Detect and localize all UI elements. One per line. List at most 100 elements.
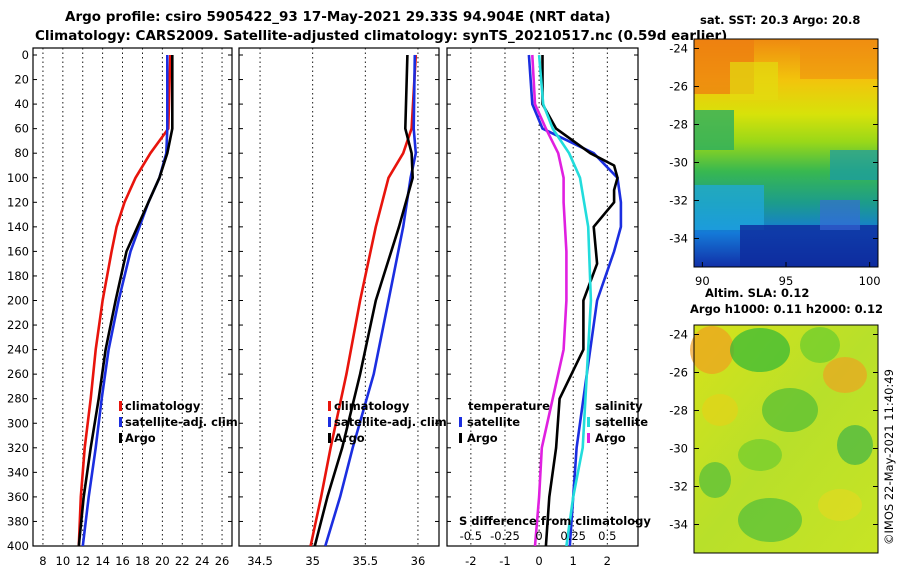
series-line-salinity-argo xyxy=(531,54,568,546)
latitude-tick-label: -34 xyxy=(669,232,688,246)
depth-tick-label: 80 xyxy=(14,146,29,160)
salinity-difference-tick-label: 0 xyxy=(535,529,542,543)
sla-map-patches xyxy=(690,326,873,542)
depth-tick-label: 180 xyxy=(7,269,29,283)
x-tick-label: -1 xyxy=(499,554,510,568)
depth-tick-label: 280 xyxy=(7,392,29,406)
header-title-line1: Argo profile: csiro 5905422_93 17-May-20… xyxy=(65,9,611,25)
depth-tick-label: 200 xyxy=(7,294,29,308)
legend-swatch-sal-satellite xyxy=(587,417,590,427)
temperature-difference-axis-labels: -2 -1 0 1 2 xyxy=(465,554,611,568)
sst-cool-patch xyxy=(820,200,860,230)
sla-mid-patch xyxy=(818,489,862,521)
temperature-legend: climatology satellite-adj. clim. Argo xyxy=(119,399,242,445)
latitude-tick-label: -26 xyxy=(669,366,688,380)
depth-tick-label: 0 xyxy=(22,48,29,62)
latitude-tick-label: -32 xyxy=(669,480,688,494)
x-tick-label: 18 xyxy=(135,554,150,568)
depth-tick-label: 260 xyxy=(7,367,29,381)
sla-map-latitude-labels: -24 -26 -28 -30 -32 -34 xyxy=(669,328,878,532)
depth-tick-label: 320 xyxy=(7,441,29,455)
header-title-line2: Climatology: CARS2009. Satellite-adjuste… xyxy=(35,28,727,44)
sla-low-patch xyxy=(699,462,731,498)
x-tick-label: 14 xyxy=(95,554,110,568)
sla-map-title-line2: Argo h1000: 0.11 h2000: 0.12 xyxy=(690,302,883,316)
sla-map-title-line1: Altim. SLA: 0.12 xyxy=(705,286,809,300)
legend-swatch-sal-argo xyxy=(587,433,590,443)
x-tick-label: 35.5 xyxy=(353,554,379,568)
salinity-difference-axis-labels: -0.5 -0.25 0 0.25 0.5 xyxy=(460,529,617,543)
legend-satellite-label: satellite-adj. clim. xyxy=(334,415,451,429)
legend-swatch-satellite xyxy=(119,417,122,427)
temperature-panel: 0 20 40 60 80 100 120 140 160 180 200 220 240 260 280 3… xyxy=(7,47,242,568)
x-tick-label: -2 xyxy=(465,554,476,568)
x-tick-label: 34.5 xyxy=(247,554,273,568)
depth-tick-label: 120 xyxy=(7,195,29,209)
legend-temperature-title: temperature xyxy=(468,399,550,413)
x-tick-label: 26 xyxy=(215,554,230,568)
latitude-tick-label: -30 xyxy=(669,156,688,170)
sst-cold-patch xyxy=(740,225,878,267)
x-tick-label: 1 xyxy=(570,554,577,568)
sla-high-patch xyxy=(823,357,867,393)
legend-temp-satellite-label: satellite xyxy=(467,415,520,429)
depth-tick-label: 360 xyxy=(7,490,29,504)
longitude-tick-label: 90 xyxy=(695,274,710,288)
latitude-tick-label: -32 xyxy=(669,194,688,208)
legend-salinity-title: salinity xyxy=(595,399,643,413)
sst-map-patches xyxy=(694,39,878,267)
latitude-tick-label: -34 xyxy=(669,518,688,532)
sla-low-patch xyxy=(837,425,873,465)
latitude-tick-label: -28 xyxy=(669,118,688,132)
x-tick-label: 16 xyxy=(115,554,130,568)
depth-tick-label: 60 xyxy=(14,122,29,136)
sla-low-patch xyxy=(800,327,840,363)
x-tick-label: 22 xyxy=(175,554,190,568)
legend-swatch-temp-argo xyxy=(459,433,462,443)
salinity-difference-tick-label: -0.5 xyxy=(460,529,482,543)
sst-warm-patch xyxy=(800,39,878,79)
sla-low-patch xyxy=(738,439,782,471)
legend-swatch-argo xyxy=(328,433,331,443)
legend-swatch-climatology xyxy=(119,401,122,411)
series-line-climatology xyxy=(77,54,172,546)
depth-tick-label: 340 xyxy=(7,465,29,479)
legend-temp-argo-label: Argo xyxy=(467,431,498,445)
x-tick-label: 10 xyxy=(56,554,71,568)
x-tick-label: 0 xyxy=(535,554,542,568)
series-line-argo xyxy=(313,54,415,546)
difference-grid xyxy=(447,48,638,547)
salinity-axis-labels: 34.5 35 35.5 36 xyxy=(247,554,425,568)
depth-tick-label: 40 xyxy=(14,97,29,111)
temperature-panel-frame xyxy=(32,47,233,547)
difference-legend: temperature satellite Argo salinity sate… xyxy=(459,399,648,445)
depth-tick-label: 160 xyxy=(7,244,29,258)
series-line-satellite-adj-clim- xyxy=(81,55,169,546)
depth-tick-label: 100 xyxy=(7,171,29,185)
temperature-axis-labels: 8 10 12 14 16 18 20 22 24 26 xyxy=(39,554,229,568)
x-tick-label: 12 xyxy=(75,554,90,568)
sst-mid-patch xyxy=(730,62,778,100)
legend-sal-satellite-label: satellite xyxy=(595,415,648,429)
salinity-difference-tick-label: 0.5 xyxy=(598,529,616,543)
depth-tick-label: 20 xyxy=(14,73,29,87)
sla-low-patch xyxy=(762,388,818,432)
salinity-difference-tick-label: -0.25 xyxy=(490,529,520,543)
salinity-difference-tick-label: 0.25 xyxy=(560,529,586,543)
salinity-legend: climatology satellite-adj. clim. Argo xyxy=(328,399,451,445)
depth-tick-label: 140 xyxy=(7,220,29,234)
salinity-panel: 34.5 35 35.5 36 climatology satellite-adj. … xyxy=(238,47,451,568)
sla-high-patch xyxy=(690,326,734,374)
salinity-grid xyxy=(239,48,439,547)
series-line-salinity-satellite xyxy=(537,54,593,546)
sst-map-longitude-labels: 90 95 100 xyxy=(695,262,881,288)
latitude-tick-label: -24 xyxy=(669,328,688,342)
longitude-tick-label: 95 xyxy=(779,274,794,288)
sst-map-title: sat. SST: 20.3 Argo: 20.8 xyxy=(700,13,860,27)
sst-map-latitude-labels: -24 -26 -28 -30 -32 -34 xyxy=(669,42,878,246)
legend-argo-label: Argo xyxy=(125,431,156,445)
longitude-tick-label: 100 xyxy=(859,274,881,288)
sst-green-patch xyxy=(694,110,734,150)
